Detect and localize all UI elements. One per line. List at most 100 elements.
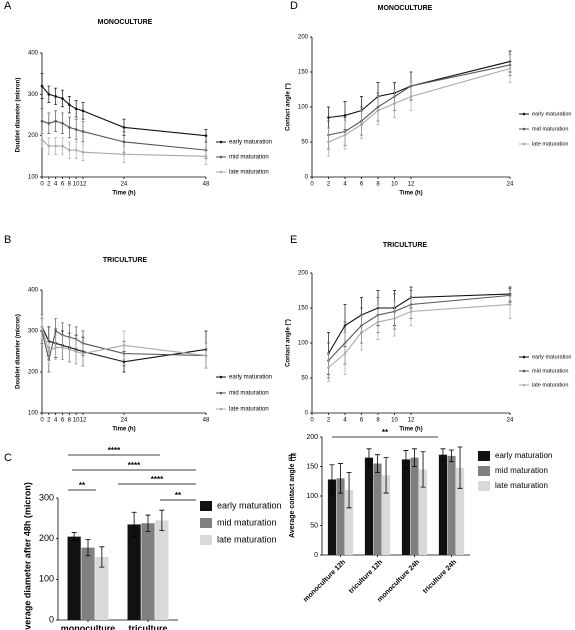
data-point [360, 123, 363, 126]
y-tick-label: 0 [305, 175, 309, 181]
legend-label: early maturation [217, 500, 282, 510]
error-bar [420, 451, 426, 488]
data-point [204, 155, 208, 158]
data-point [343, 133, 347, 137]
data-point [81, 150, 85, 154]
x-tick-label: 8 [376, 418, 380, 424]
y-tick-label: 0 [314, 552, 318, 559]
data-point [74, 148, 78, 152]
legend-label: mid maturation [229, 391, 269, 397]
data-point [122, 344, 126, 347]
x-tick-label: 0 [310, 418, 314, 424]
data-point [204, 134, 208, 137]
x-axis-label: Time (h) [399, 427, 422, 433]
y-tick-label: 100 [39, 574, 54, 584]
bar [127, 524, 141, 620]
x-tick-label: 4 [54, 182, 58, 188]
data-point [343, 114, 347, 117]
y-axis-label: Doublet diameter (micron) [16, 78, 22, 153]
y-tick-label: 300 [39, 492, 54, 502]
bar [447, 455, 456, 555]
legend-label: early maturation [532, 354, 571, 360]
y-tick-label: 150 [298, 306, 309, 312]
legend-marker [219, 170, 223, 174]
error-bar [383, 457, 389, 494]
x-tick-label: 6 [360, 418, 364, 424]
data-point [47, 144, 51, 148]
series-line [328, 294, 511, 361]
y-axis-label: Doublet diameter (micron) [16, 314, 22, 389]
legend-marker [522, 127, 526, 131]
data-point [54, 329, 57, 333]
x-tick-label: triculture 12h [348, 559, 384, 595]
legend-label: late maturation [495, 481, 548, 490]
y-tick-label: 50 [310, 522, 318, 529]
legend-label: late maturation [229, 407, 269, 413]
error-bar [329, 464, 335, 495]
x-tick-label: 10 [391, 418, 398, 424]
chart-title: TRICULTURE [383, 242, 428, 249]
significance-label: **** [128, 461, 141, 470]
legend-marker [219, 407, 223, 411]
data-point [122, 140, 126, 144]
x-tick-label: 48 [203, 418, 210, 424]
x-tick-label: 6 [61, 418, 65, 424]
y-tick-label: 100 [298, 105, 309, 111]
y-tick-label: 150 [298, 70, 309, 76]
legend-swatch [200, 501, 212, 511]
x-tick-label: 6 [360, 182, 364, 188]
bar [67, 536, 81, 620]
bar [336, 478, 345, 555]
y-axis-label: Contact angle (°) [286, 319, 292, 367]
data-point [40, 84, 44, 88]
bar [455, 467, 465, 555]
x-tick-label: 2 [327, 418, 331, 424]
legend-label: late maturation [217, 534, 277, 544]
legend-marker [219, 140, 223, 144]
significance-label: **** [108, 446, 121, 455]
x-tick-label: triculture [128, 623, 167, 630]
x-tick-label: 4 [343, 418, 347, 424]
series-line [328, 60, 511, 119]
error-bar [366, 448, 372, 467]
legend-swatch [478, 466, 490, 476]
data-point [61, 121, 64, 125]
legend-marker [522, 369, 526, 373]
legend-marker [219, 391, 223, 395]
x-tick-label: 24 [507, 418, 514, 424]
data-point [204, 354, 208, 357]
legend-marker [219, 375, 223, 379]
error-bar [403, 450, 409, 469]
legend-label: mid maturation [229, 155, 269, 161]
bar [410, 457, 419, 555]
bar [438, 454, 448, 555]
data-point [54, 144, 57, 148]
y-tick-label: 0 [49, 614, 54, 624]
chart-title: MONOCULTURE [98, 19, 153, 26]
legend-label: late maturation [229, 170, 269, 176]
y-tick-label: 200 [28, 370, 39, 376]
panel-label: C [4, 452, 12, 464]
significance-label: **** [151, 475, 164, 484]
data-point [40, 325, 44, 329]
error-bar [145, 514, 151, 532]
data-point [343, 352, 347, 355]
y-tick-label: 100 [28, 175, 39, 181]
x-tick-label: 48 [203, 182, 210, 188]
error-bar [99, 546, 105, 568]
chart-title: MONOCULTURE [378, 5, 433, 12]
panel-label: A [4, 0, 12, 12]
x-tick-label: 2 [47, 418, 51, 424]
x-axis-label: Time (h) [399, 191, 422, 197]
y-tick-label: 50 [301, 376, 308, 382]
y-axis-label: Contact angle (°) [286, 83, 292, 131]
y-axis-label: Average diameter after 48h (micron) [22, 482, 32, 630]
data-point [327, 140, 330, 144]
x-tick-label: 24 [121, 182, 128, 188]
data-point [508, 67, 512, 70]
data-point [68, 348, 71, 351]
series-line [328, 64, 511, 136]
legend-label: early maturation [229, 375, 272, 381]
x-tick-label: 0 [310, 182, 314, 188]
